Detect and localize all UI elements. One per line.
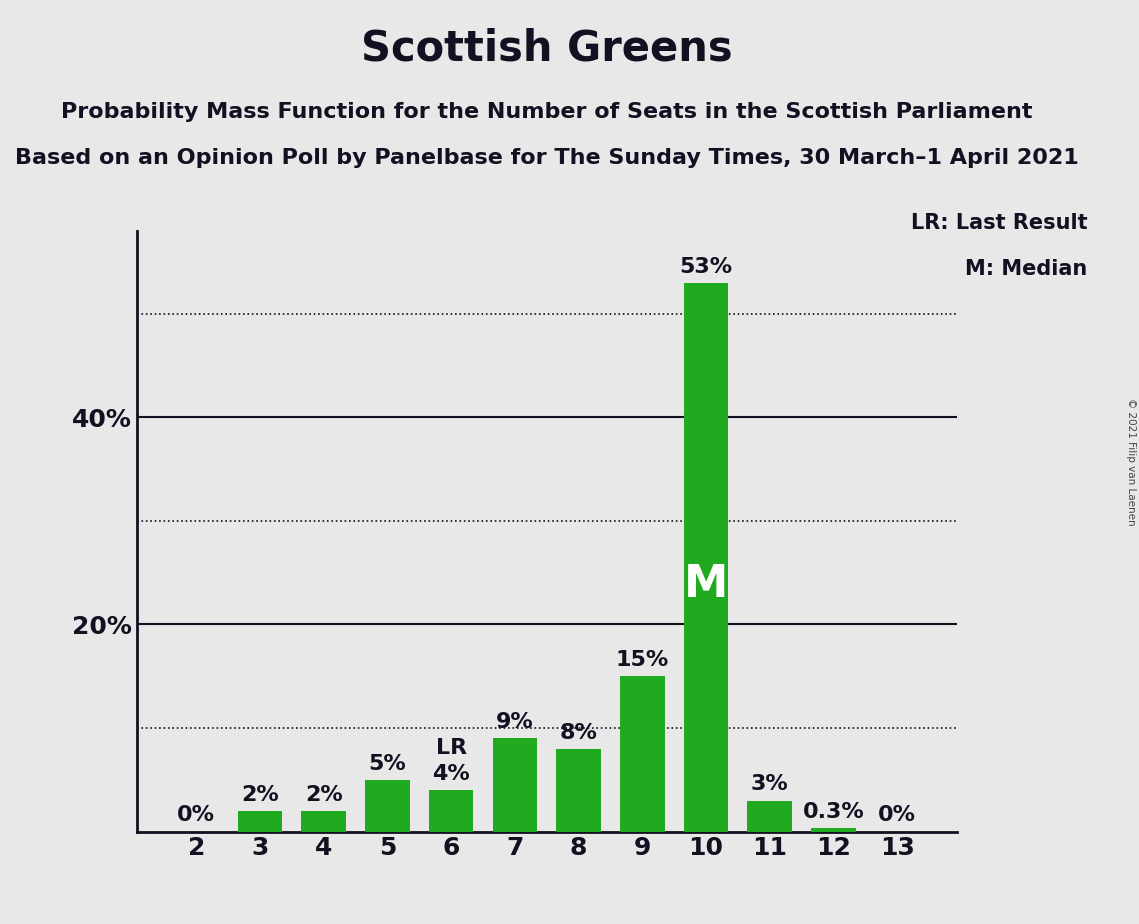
Text: Based on an Opinion Poll by Panelbase for The Sunday Times, 30 March–1 April 202: Based on an Opinion Poll by Panelbase fo…	[15, 148, 1079, 168]
Text: 8%: 8%	[559, 723, 598, 743]
Text: 0%: 0%	[178, 806, 215, 825]
Text: 2%: 2%	[305, 784, 343, 805]
Bar	[556, 748, 601, 832]
Text: LR: LR	[435, 738, 467, 758]
Bar	[620, 676, 664, 832]
Bar	[302, 811, 346, 832]
Text: LR: Last Result: LR: Last Result	[911, 213, 1088, 233]
Text: 53%: 53%	[680, 257, 732, 276]
Text: M: M	[683, 563, 728, 606]
Bar	[429, 790, 474, 832]
Bar	[238, 811, 282, 832]
Text: 0%: 0%	[878, 806, 916, 825]
Bar	[683, 283, 728, 832]
Text: 9%: 9%	[495, 712, 534, 732]
Bar	[811, 829, 855, 832]
Text: M: Median: M: Median	[966, 259, 1088, 279]
Text: 0.3%: 0.3%	[803, 802, 865, 822]
Text: 3%: 3%	[751, 774, 788, 795]
Text: © 2021 Filip van Laenen: © 2021 Filip van Laenen	[1126, 398, 1136, 526]
Text: 2%: 2%	[241, 784, 279, 805]
Bar	[492, 738, 538, 832]
Text: Scottish Greens: Scottish Greens	[361, 28, 732, 69]
Text: 5%: 5%	[369, 754, 407, 773]
Bar	[366, 780, 410, 832]
Text: 4%: 4%	[433, 764, 470, 784]
Bar	[747, 800, 792, 832]
Text: 15%: 15%	[616, 650, 669, 670]
Text: Probability Mass Function for the Number of Seats in the Scottish Parliament: Probability Mass Function for the Number…	[62, 102, 1032, 122]
